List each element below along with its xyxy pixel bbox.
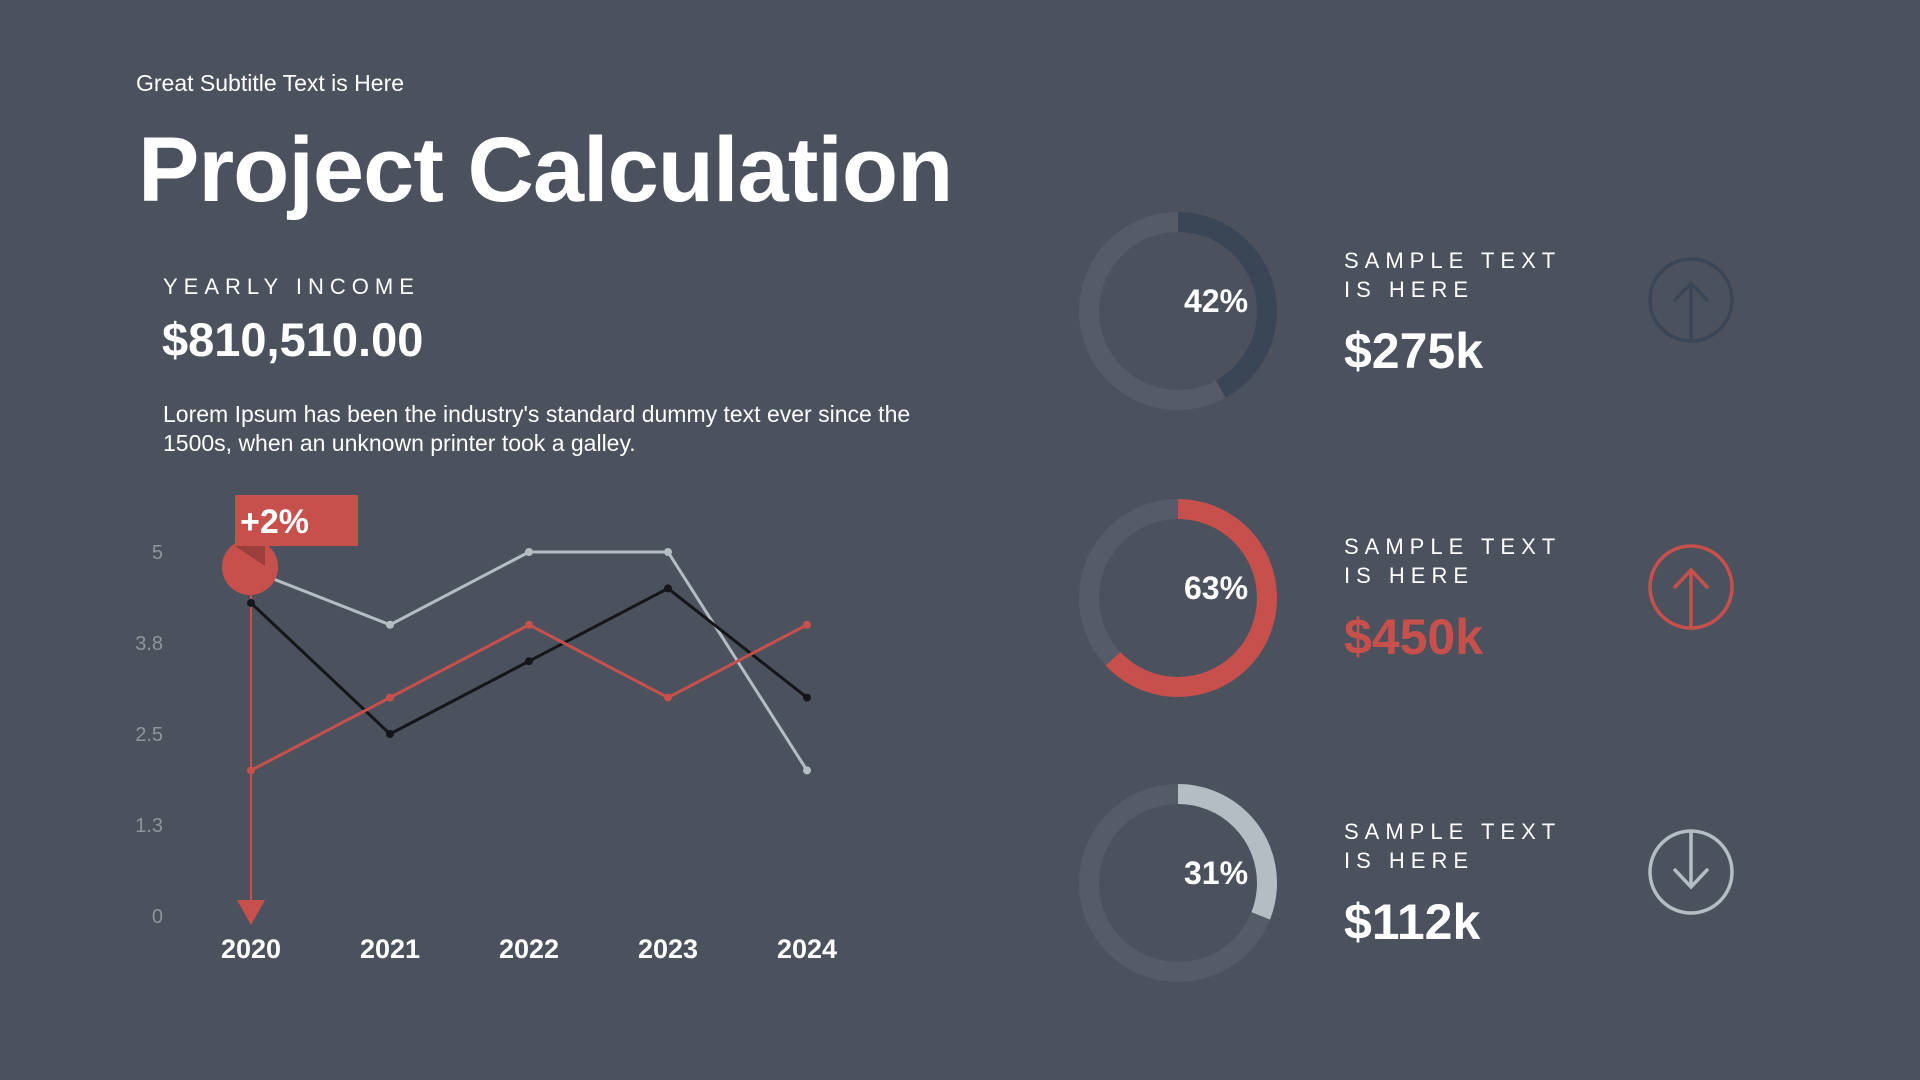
data-point (525, 620, 533, 629)
data-point (664, 548, 672, 556)
stat-label-line2: IS HERE (1344, 563, 1475, 588)
x-tick-label: 2021 (360, 934, 420, 964)
y-tick-label: 5 (152, 542, 163, 564)
data-point (247, 766, 255, 775)
description-text: Lorem Ipsum has been the industry's stan… (163, 401, 911, 456)
data-point (525, 657, 533, 666)
y-tick-label: 1.3 (135, 815, 163, 837)
annotation-flag (235, 495, 358, 546)
x-tick-label: 2024 (777, 934, 837, 964)
data-point (664, 584, 672, 593)
data-point (386, 693, 394, 702)
x-tick-label: 2020 (221, 934, 281, 964)
data-point (525, 548, 533, 556)
stat-card: SAMPLE TEXT IS HERE $112k (1344, 817, 1561, 951)
data-point (386, 620, 394, 629)
annotation-arrow-icon (237, 900, 265, 925)
donut-chart: 63% (1079, 499, 1277, 697)
arrow-up-circle-icon (1648, 257, 1734, 343)
donut-chart: 31% (1079, 784, 1277, 982)
data-point (664, 693, 672, 702)
annotation-label: +2% (240, 503, 309, 541)
stat-label-line2: IS HERE (1344, 277, 1475, 302)
donut-arc (1079, 499, 1277, 697)
data-point (386, 730, 394, 738)
donut-percent-label: 42% (1184, 283, 1248, 319)
stat-value: $450k (1344, 609, 1484, 665)
y-tick-label: 3.8 (135, 633, 163, 655)
y-tick-label: 0 (152, 906, 163, 928)
x-tick-label: 2022 (499, 934, 559, 964)
stat-label-line1: SAMPLE TEXT (1344, 248, 1562, 273)
arrow-down-circle-icon (1648, 829, 1734, 915)
x-tick-label: 2023 (638, 934, 698, 964)
stat-value: $112k (1344, 894, 1481, 950)
yearly-income-value: $810,510.00 (162, 313, 424, 366)
stat-value: $275k (1344, 323, 1484, 379)
icon-head (1673, 567, 1709, 589)
annotation-flag-fold (235, 546, 265, 566)
donut-percent-label: 31% (1184, 855, 1248, 891)
icon-head (1673, 280, 1709, 302)
donut-arc (1079, 212, 1277, 410)
stat-label-line1: SAMPLE TEXT (1344, 534, 1562, 559)
stat-card: SAMPLE TEXT IS HERE $275k (1344, 246, 1561, 380)
data-point (803, 766, 811, 775)
yearly-income-label: YEARLY INCOME (163, 274, 420, 299)
stat-card: SAMPLE TEXT IS HERE $450k (1344, 532, 1561, 666)
series-line (250, 623, 808, 772)
donut-chart: 42% (1079, 212, 1277, 410)
stat-label-line1: SAMPLE TEXT (1344, 819, 1562, 844)
donut-arc (1079, 784, 1277, 982)
arrow-up-circle-icon (1648, 544, 1734, 630)
data-point (803, 693, 811, 702)
donut-percent-label: 63% (1184, 570, 1248, 606)
subtitle: Great Subtitle Text is Here (136, 70, 405, 96)
data-point (803, 620, 811, 629)
stat-label-line2: IS HERE (1344, 848, 1475, 873)
y-tick-label: 2.5 (135, 724, 163, 746)
data-point (247, 598, 255, 607)
icon-head (1673, 868, 1709, 890)
page-title: Project Calculation (138, 119, 953, 221)
